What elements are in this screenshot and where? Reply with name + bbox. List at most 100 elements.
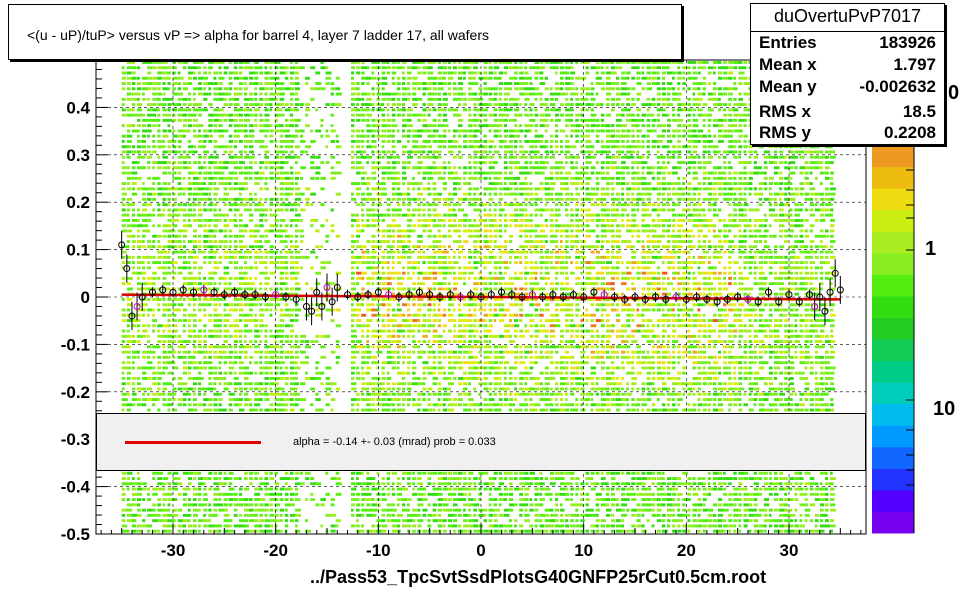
- heatmap-cell: [218, 197, 225, 201]
- heatmap-cell: [228, 187, 234, 191]
- heatmap-cell: [167, 482, 171, 486]
- heatmap-cell: [279, 97, 285, 101]
- heatmap-cell: [208, 355, 212, 359]
- heatmap-cell: [402, 398, 407, 401]
- heatmap-cell: [172, 524, 176, 528]
- heatmap-cell: [152, 97, 159, 101]
- heatmap-cell: [437, 250, 444, 254]
- heatmap-cell: [208, 371, 214, 375]
- heatmap-cell: [213, 129, 219, 133]
- heatmap-cell: [172, 408, 178, 412]
- heatmap-cell: [279, 492, 283, 496]
- heatmap-cell: [458, 403, 463, 407]
- heatmap-cell: [244, 382, 250, 386]
- heatmap-cell: [254, 334, 261, 338]
- heatmap-cell: [437, 392, 442, 396]
- heatmap-cell: [249, 345, 253, 349]
- heatmap-cell: [295, 219, 301, 222]
- heatmap-cell: [386, 271, 392, 275]
- heatmap-cell: [315, 334, 320, 338]
- heatmap-cell: [488, 229, 493, 233]
- heatmap-cell: [182, 529, 187, 533]
- heatmap-cell: [208, 271, 214, 275]
- heatmap-cell: [427, 224, 431, 228]
- heatmap-cell: [458, 266, 462, 270]
- heatmap-cell: [417, 403, 422, 407]
- heatmap-cell: [279, 229, 286, 233]
- heatmap-cell: [295, 482, 301, 486]
- heatmap-cell: [269, 492, 275, 496]
- heatmap-cell: [208, 192, 211, 196]
- heatmap-cell: [468, 140, 473, 143]
- heatmap-cell: [432, 519, 438, 523]
- heatmap-cell: [458, 234, 462, 238]
- heatmap-cell: [289, 182, 294, 185]
- heatmap-cell: [463, 471, 467, 475]
- heatmap-cell: [121, 213, 128, 217]
- heatmap-cell: [320, 176, 326, 180]
- heatmap-cell: [269, 355, 275, 359]
- heatmap-cell: [381, 97, 387, 101]
- heatmap-cell: [463, 145, 468, 149]
- heatmap-cell: [468, 197, 475, 201]
- heatmap-cell: [422, 61, 426, 64]
- heatmap-cell: [417, 87, 422, 91]
- heatmap-cell: [468, 229, 473, 233]
- heatmap-cell: [147, 282, 153, 286]
- heatmap-cell: [244, 129, 248, 133]
- heatmap-cell: [223, 129, 229, 133]
- heatmap-cell: [289, 192, 294, 196]
- heatmap-cell: [391, 171, 398, 175]
- heatmap-cell: [137, 282, 142, 286]
- heatmap-cell: [157, 250, 164, 254]
- heatmap-cell: [182, 266, 188, 270]
- heatmap-cell: [218, 329, 222, 333]
- heatmap-cell: [427, 150, 432, 154]
- heatmap-cell: [483, 308, 487, 312]
- heatmap-cell: [325, 134, 330, 138]
- heatmap-cell: [162, 134, 169, 138]
- heatmap-cell: [437, 524, 443, 528]
- heatmap-cell: [351, 155, 355, 159]
- heatmap-cell: [407, 371, 411, 375]
- heatmap-cell: [442, 398, 449, 401]
- heatmap-cell: [238, 361, 244, 365]
- heatmap-cell: [172, 145, 177, 149]
- heatmap-cell: [264, 513, 268, 517]
- heatmap-cell: [187, 192, 193, 196]
- heatmap-cell: [361, 197, 367, 201]
- heatmap-cell: [131, 240, 136, 243]
- heatmap-cell: [167, 329, 172, 333]
- heatmap-cell: [264, 303, 270, 307]
- heatmap-cell: [498, 255, 502, 259]
- heatmap-cell: [330, 124, 334, 128]
- heatmap-cell: [269, 255, 274, 259]
- heatmap-cell: [325, 403, 330, 407]
- heatmap-cell: [412, 292, 416, 296]
- heatmap-cell: [463, 371, 467, 375]
- heatmap-cell: [371, 524, 376, 528]
- heatmap-cell: [402, 203, 406, 207]
- heatmap-cell: [121, 377, 126, 380]
- heatmap-cell: [381, 282, 386, 286]
- heatmap-cell: [396, 477, 400, 480]
- heatmap-cell: [473, 124, 478, 128]
- heatmap-cell: [249, 76, 254, 80]
- heatmap-cell: [371, 61, 378, 64]
- heatmap-cell: [131, 498, 136, 501]
- heatmap-cell: [447, 519, 453, 523]
- heatmap-cell: [259, 408, 263, 412]
- heatmap-cell: [233, 108, 240, 112]
- heatmap-cell: [137, 524, 142, 528]
- heatmap-cell: [142, 519, 146, 523]
- heatmap-cell: [218, 498, 222, 501]
- heatmap-cell: [193, 129, 196, 133]
- heatmap-cell: [259, 66, 263, 70]
- heatmap-cell: [121, 187, 126, 191]
- heatmap-cell: [244, 118, 250, 122]
- heatmap-cell: [182, 161, 188, 164]
- heatmap-cell: [279, 324, 284, 328]
- heatmap-cell: [182, 487, 189, 491]
- heatmap-cell: [284, 255, 288, 259]
- heatmap-cell: [254, 503, 259, 507]
